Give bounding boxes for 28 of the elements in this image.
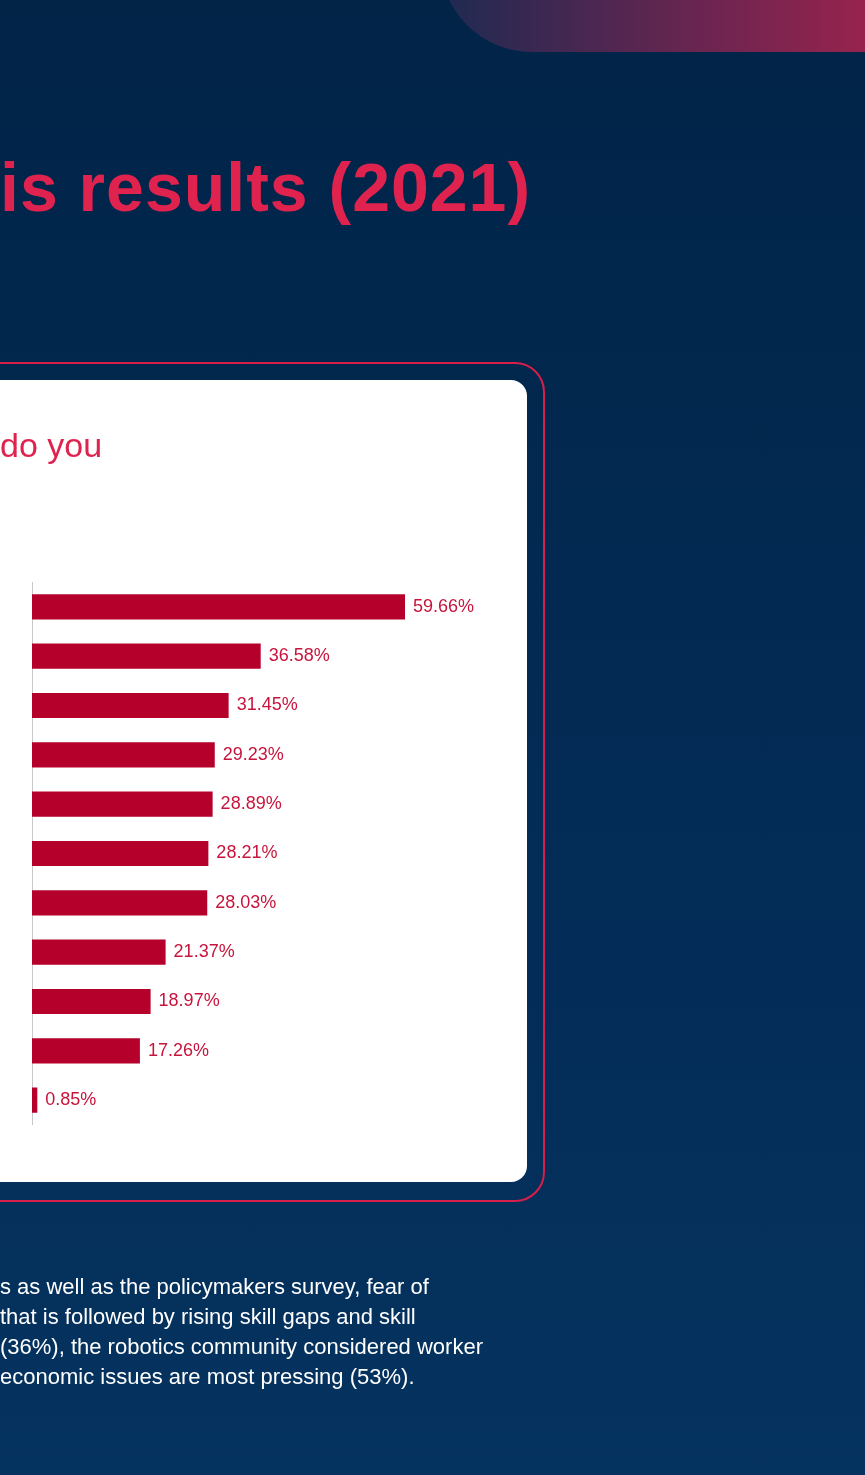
data-label: 28.89% xyxy=(220,793,282,814)
text: s as well as the policymakers survey, fear of xyxy=(0,1273,430,1301)
data-label: 59.66% xyxy=(413,595,475,616)
chart-subtitle: do you xyxy=(0,426,103,465)
data-label: 28.03% xyxy=(215,891,277,912)
data-label: 31.45% xyxy=(236,694,298,715)
bar xyxy=(32,643,261,669)
bar xyxy=(32,988,151,1015)
chart-title: is results (2021) xyxy=(0,148,532,226)
data-label: 17.26% xyxy=(147,1039,209,1060)
bar xyxy=(32,594,405,620)
text: that is followed by rising skill gaps and skill xyxy=(0,1303,417,1331)
bar xyxy=(32,939,166,965)
data-label: 18.97% xyxy=(158,990,220,1011)
bar xyxy=(32,1087,38,1113)
text: economic issues are most pressing (53%). xyxy=(0,1363,416,1391)
data-label: 28.21% xyxy=(216,842,278,863)
data-label: 36.58% xyxy=(268,645,330,666)
bar xyxy=(32,791,213,817)
bar xyxy=(32,840,209,867)
bar xyxy=(32,692,229,719)
bar xyxy=(32,1038,140,1064)
bar xyxy=(32,742,215,768)
bar xyxy=(32,890,208,916)
text: (36%), the robotics community considered worker xyxy=(0,1333,483,1361)
data-label: 0.85% xyxy=(45,1089,97,1110)
data-label: 21.37% xyxy=(173,941,235,962)
data-label: 29.23% xyxy=(222,743,284,764)
